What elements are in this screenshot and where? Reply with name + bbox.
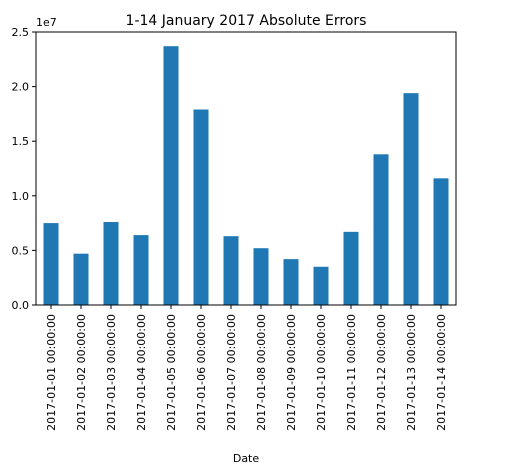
- bar-10: [313, 266, 329, 305]
- x-axis-label: Date: [233, 452, 260, 465]
- x-tick-label: 2017-01-08 00:00:00: [255, 314, 268, 431]
- bar-14: [433, 178, 449, 305]
- x-tick-label: 2017-01-12 00:00:00: [375, 314, 388, 431]
- y-axis: 0.0 0.5 1.0 1.5 2.0 2.5: [12, 26, 36, 312]
- bar-4: [133, 235, 149, 305]
- x-tick-label: 2017-01-14 00:00:00: [435, 314, 448, 431]
- bar-13: [403, 93, 419, 306]
- y-tick-label: 0.0: [12, 299, 30, 312]
- bars-group: [43, 46, 449, 306]
- bar-8: [253, 248, 269, 305]
- x-tick-label: 2017-01-06 00:00:00: [195, 314, 208, 431]
- x-tick-label: 2017-01-01 00:00:00: [45, 314, 58, 431]
- x-tick-label: 2017-01-04 00:00:00: [135, 314, 148, 431]
- y-tick-label: 0.5: [12, 244, 30, 257]
- plot-frame: [35, 31, 457, 306]
- chart-title: 1-14 January 2017 Absolute Errors: [126, 13, 367, 29]
- x-tick-label: 2017-01-05 00:00:00: [165, 314, 178, 431]
- x-tick-label: 2017-01-10 00:00:00: [315, 314, 328, 431]
- x-tick-label: 2017-01-02 00:00:00: [75, 314, 88, 431]
- y-offset-label: 1e7: [36, 16, 57, 29]
- y-tick-label: 1.5: [12, 135, 30, 148]
- x-axis: 2017-01-01 00:00:00 2017-01-02 00:00:00 20…: [45, 305, 448, 431]
- x-tick-label: 2017-01-07 00:00:00: [225, 314, 238, 431]
- bar-3: [103, 222, 119, 305]
- x-tick-label: 2017-01-09 00:00:00: [285, 314, 298, 431]
- x-tick-label: 2017-01-03 00:00:00: [105, 314, 118, 431]
- bar-5: [163, 46, 179, 305]
- y-tick-label: 2.0: [12, 81, 30, 94]
- bar-9: [283, 259, 299, 305]
- y-tick-label: 1.0: [12, 190, 30, 203]
- x-tick-label: 2017-01-13 00:00:00: [405, 314, 418, 431]
- y-tick-label: 2.5: [12, 26, 30, 39]
- bar-1: [43, 223, 59, 305]
- bar-12: [373, 154, 389, 305]
- bar-2: [73, 253, 89, 305]
- bar-7: [223, 236, 239, 305]
- bar-11: [343, 231, 359, 305]
- x-tick-label: 2017-01-11 00:00:00: [345, 314, 358, 431]
- bar-6: [193, 109, 209, 305]
